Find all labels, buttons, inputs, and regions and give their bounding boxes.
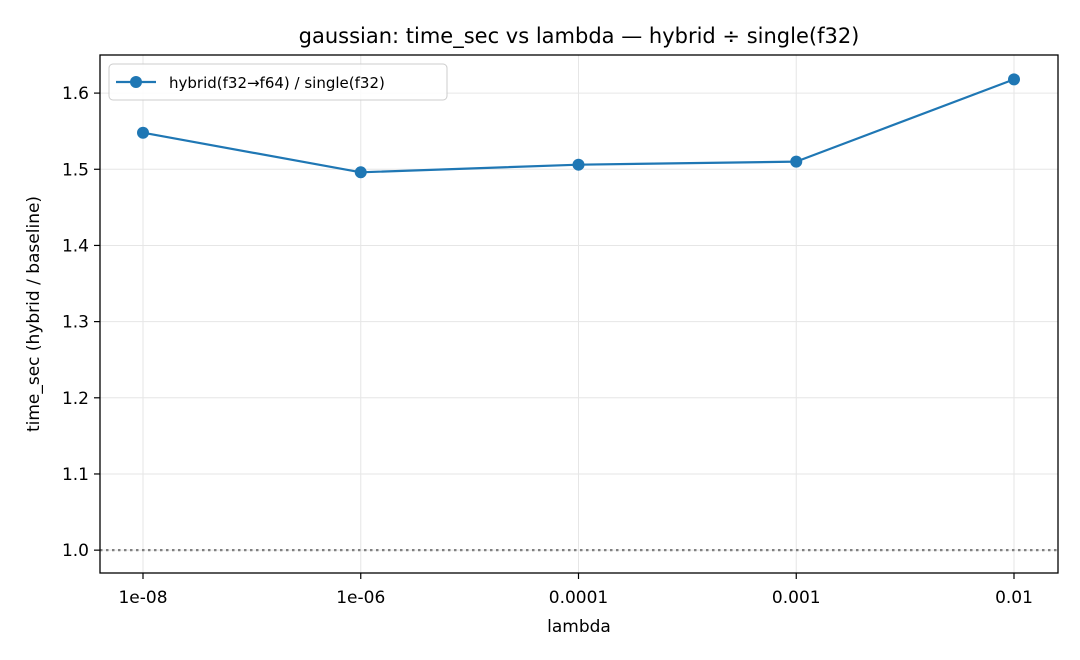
y-axis-title: time_sec (hybrid / baseline) (24, 196, 44, 432)
y-tick-label: 1.6 (62, 84, 89, 104)
x-tick-label: 0.001 (772, 588, 821, 608)
data-point (790, 155, 803, 168)
x-axis: 1e-08 1e-06 0.0001 0.001 0.01 (118, 573, 1033, 608)
legend-box (108, 63, 448, 101)
x-tick-label: 1e-08 (118, 588, 167, 608)
y-axis: 1.0 1.1 1.2 1.3 1.4 1.5 1.6 (62, 84, 100, 561)
x-tick-label: 0.01 (995, 588, 1033, 608)
series-layer (137, 73, 1020, 179)
data-point (572, 158, 585, 171)
x-tick-label: 1e-06 (336, 588, 385, 608)
y-tick-label: 1.5 (62, 160, 89, 180)
chart-title: gaussian: time_sec vs lambda — hybrid ÷ … (299, 24, 860, 49)
y-tick-label: 1.4 (62, 236, 89, 256)
data-point (137, 126, 149, 139)
y-tick-label: 1.1 (62, 465, 89, 485)
grid (100, 55, 1058, 573)
y-tick-label: 1.3 (62, 313, 89, 333)
y-tick-label: 1.2 (62, 389, 89, 409)
legend: hybrid(f32→f64) / single(f32) (108, 63, 448, 101)
data-point (1008, 73, 1020, 86)
legend-marker-swatch (130, 76, 142, 88)
legend-label: hybrid(f32→f64) / single(f32) (169, 74, 385, 92)
x-axis-title: lambda (547, 617, 611, 637)
x-tick-label: 0.0001 (549, 588, 608, 608)
data-point (354, 166, 367, 179)
y-tick-label: 1.0 (62, 541, 89, 561)
